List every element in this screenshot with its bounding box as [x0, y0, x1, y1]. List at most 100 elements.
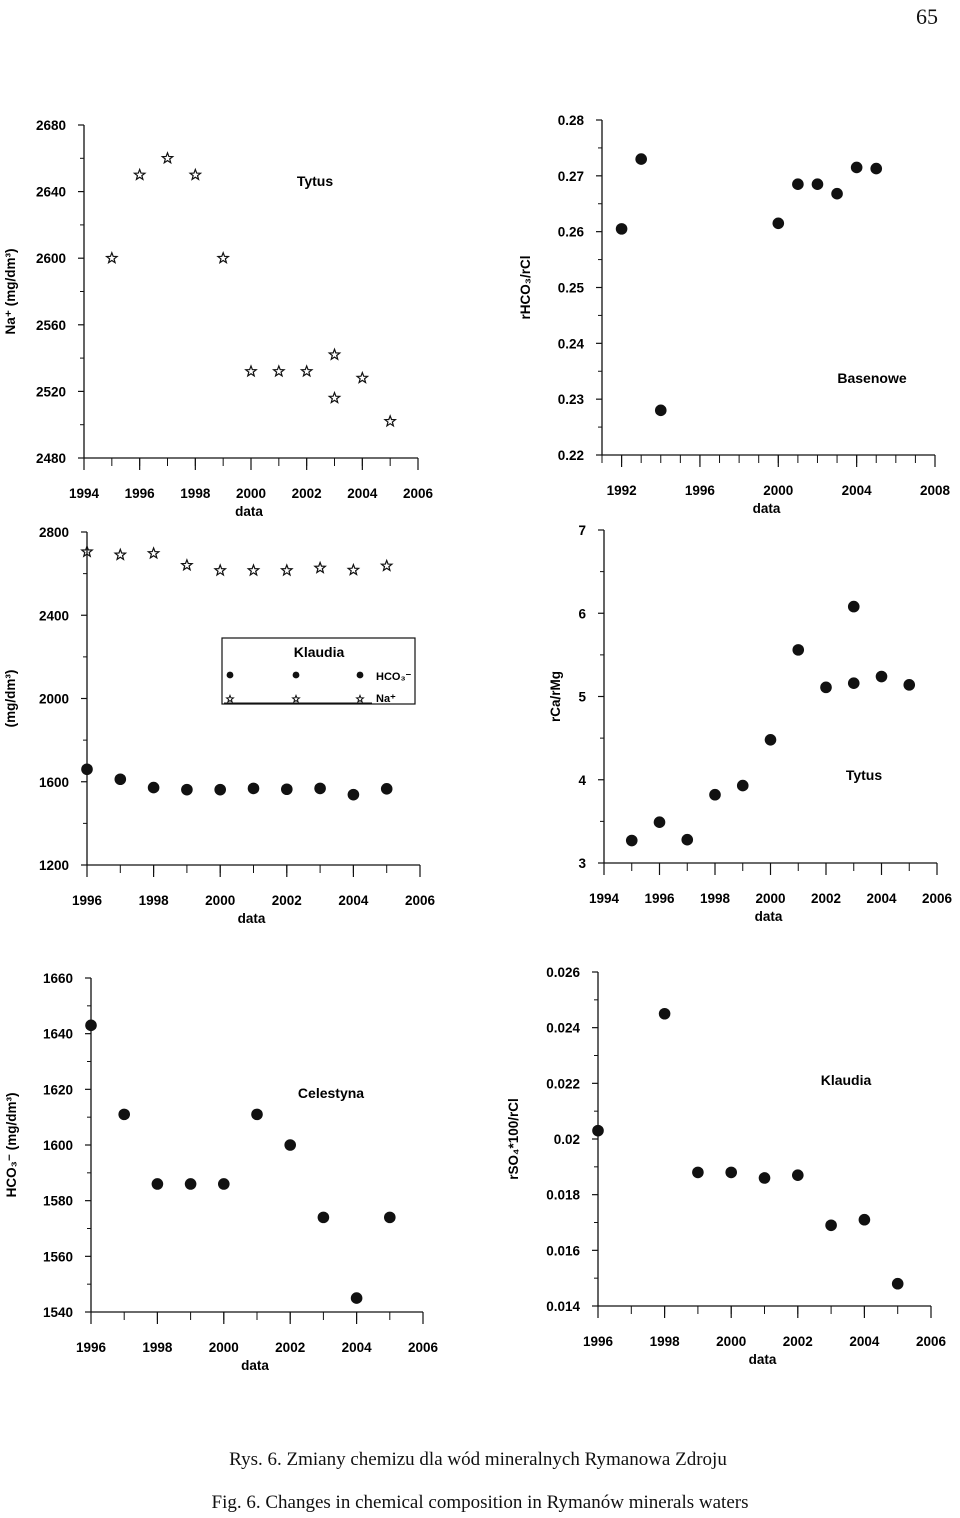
chart-klaudia-hco3-na: 1200 1600 2000 2400 2800 1996 1998 2000 2002 2004…: [3, 525, 436, 926]
tytus-na-star-point: [327, 390, 342, 404]
y-tick-label: 1600: [39, 775, 69, 790]
klaudia-rso4-dot-point: [891, 1277, 904, 1290]
celestyna-hco3-dot-point: [151, 1178, 164, 1190]
klaudia-hco3-na-star-point: [379, 558, 394, 572]
tytus-rcamg-dot-point: [820, 681, 832, 694]
y-axis-label: rSO₄*100/rCl: [506, 1098, 521, 1179]
legend-star-marker: [291, 693, 301, 704]
y-tick-label: 0.018: [546, 1188, 580, 1203]
series-0: [85, 1019, 396, 1304]
y-tick-label: 1620: [43, 1082, 73, 1097]
y-axis-label: (mg/dm³): [3, 670, 18, 728]
klaudia-hco3-na-dot-point: [214, 783, 226, 796]
basenowe-rhco3-dot-point: [635, 153, 647, 165]
legend-title: Klaudia: [294, 644, 345, 660]
klaudia-hco3-na-star-point: [146, 546, 161, 560]
klaudia-rso4-dot-point: [658, 1007, 671, 1020]
chart-annotation: Klaudia: [821, 1072, 872, 1088]
tytus-na-star-point: [188, 167, 203, 181]
tytus-rcamg-dot-point: [764, 733, 777, 746]
tytus-rcamg-dot-point: [653, 816, 666, 829]
y-tick-label: 0.016: [546, 1243, 580, 1258]
celestyna-hco3-dot-point: [85, 1019, 97, 1032]
legend-star-marker: [225, 693, 235, 704]
basenowe-rhco3-dot-point: [850, 161, 863, 174]
klaudia-hco3-na-star-point: [80, 544, 94, 558]
x-axis-label: data: [241, 1358, 269, 1373]
klaudia-hco3-na-dot-point: [247, 782, 260, 795]
legend-star-marker: [355, 693, 365, 704]
x-tick-label: 2006: [405, 893, 436, 908]
klaudia-hco3-na-dot-point: [347, 788, 360, 801]
chart-annotation: Celestyna: [298, 1085, 364, 1101]
klaudia-hco3-na-star-point: [113, 547, 128, 561]
celestyna-hco3-dot-point: [284, 1139, 297, 1151]
basenowe-rhco3-dot-point: [831, 187, 843, 200]
y-tick-label: 0.26: [558, 225, 585, 240]
basenowe-rhco3-dot-point: [811, 178, 824, 191]
klaudia-rso4-dot-point: [792, 1169, 804, 1181]
klaudia-hco3-na-dot-point: [181, 783, 193, 796]
x-tick-label: 2002: [292, 486, 322, 501]
y-tick-label: 0.026: [546, 965, 580, 980]
chart-annotation: Tytus: [846, 767, 883, 783]
x-tick-label: 2006: [408, 1340, 439, 1355]
tytus-rcamg-dot-point: [875, 670, 888, 683]
x-tick-label: 1996: [72, 893, 103, 908]
y-tick-label: 0.27: [558, 169, 584, 184]
celestyna-hco3-dot-point: [350, 1292, 363, 1304]
basenowe-rhco3-dot-point: [792, 178, 804, 191]
x-tick-label: 2002: [811, 891, 841, 906]
x-axis-label: data: [238, 911, 266, 926]
y-tick-label: 2000: [39, 692, 69, 707]
x-tick-label: 2004: [866, 891, 897, 906]
series-0: [592, 1007, 904, 1290]
tytus-rcamg-dot-point: [625, 834, 638, 847]
legend-entry-na: Na⁺: [376, 693, 396, 705]
chart-annotation: Basenowe: [837, 370, 906, 386]
page-number: 65: [916, 4, 938, 29]
x-tick-label: 1998: [180, 486, 211, 501]
x-axis-label: data: [755, 909, 783, 924]
y-tick-label: 1640: [43, 1027, 73, 1042]
x-tick-label: 2006: [922, 891, 953, 906]
x-tick-label: 2004: [849, 1334, 880, 1349]
y-tick-label: 0.022: [546, 1076, 580, 1091]
x-axis-label: data: [749, 1352, 777, 1367]
y-tick-label: 5: [578, 690, 586, 705]
x-tick-label: 1994: [589, 891, 620, 906]
x-tick-label: 2004: [342, 1340, 373, 1355]
y-tick-label: 6: [578, 606, 586, 621]
klaudia-rso4-dot-point: [725, 1166, 737, 1179]
klaudia-rso4-dot-point: [758, 1172, 771, 1184]
klaudia-hco3-na-star-point: [279, 563, 294, 577]
y-tick-label: 2480: [36, 451, 66, 466]
klaudia-hco3-na-dot-point: [380, 783, 393, 795]
x-tick-label: 2000: [205, 893, 235, 908]
klaudia-hco3-na-star-point: [313, 560, 327, 574]
tytus-na-star-point: [244, 364, 258, 378]
tytus-rcamg-dot-point: [792, 644, 805, 656]
x-tick-label: 1996: [685, 483, 716, 498]
y-tick-label: 3: [578, 856, 586, 871]
klaudia-rso4-dot-point: [825, 1219, 837, 1232]
klaudia-rso4-dot-point: [858, 1213, 871, 1226]
x-tick-label: 2000: [755, 891, 785, 906]
figure-caption-polish: Rys. 6. Zmiany chemizu dla wód mineralny…: [229, 1449, 727, 1470]
y-tick-label: 0.024: [546, 1021, 580, 1036]
legend-dot-marker: [292, 671, 300, 679]
celestyna-hco3-dot-point: [317, 1211, 330, 1224]
klaudia-hco3-na-star-point: [346, 562, 361, 576]
legend-dot-marker: [356, 671, 364, 679]
chart-annotation: Tytus: [297, 173, 334, 189]
x-tick-label: 2006: [403, 486, 434, 501]
x-tick-label: 2004: [347, 486, 378, 501]
tytus-na-star-point: [132, 167, 147, 181]
y-tick-label: 0.25: [558, 281, 585, 296]
legend-entry-hco3: HCO₃⁻: [376, 671, 412, 683]
x-tick-label: 1998: [142, 1340, 173, 1355]
x-axis-label: data: [753, 501, 781, 516]
tytus-rcamg-dot-point: [847, 677, 860, 689]
y-tick-label: 0.014: [546, 1299, 580, 1314]
y-tick-label: 0.22: [558, 448, 584, 463]
